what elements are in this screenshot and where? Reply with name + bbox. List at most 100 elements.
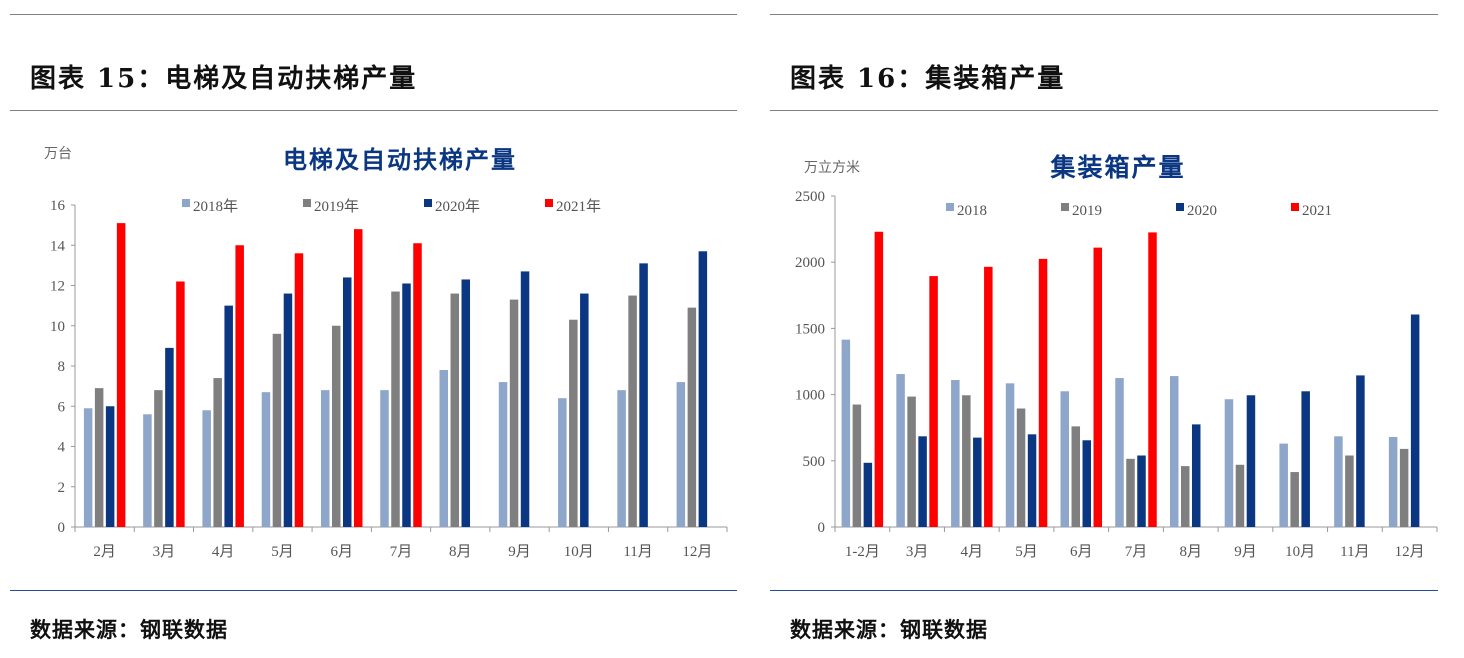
- bar-2018: [1169, 376, 1179, 527]
- bar-2018: [1279, 443, 1288, 527]
- y-tick-label: 12: [50, 279, 65, 295]
- bar-2018: [1224, 399, 1234, 527]
- legend-label: 2021年: [556, 198, 601, 215]
- legend-swatch: [1176, 203, 1184, 211]
- bar-2020年: [165, 347, 174, 527]
- bar-2020年: [224, 305, 233, 527]
- y-tick-label: 2000: [795, 255, 825, 271]
- legend-label: 2020年: [435, 198, 480, 215]
- bar-2018年: [380, 390, 389, 527]
- divider: [770, 14, 1438, 15]
- bar-2019: [852, 404, 862, 527]
- bar-2020: [1137, 455, 1146, 527]
- bar-2020年: [461, 279, 471, 527]
- bar-2018年: [320, 390, 330, 527]
- divider: [10, 110, 737, 111]
- bar-2018: [1115, 378, 1124, 527]
- y-tick-label: 14: [50, 238, 66, 254]
- divider: [770, 110, 1438, 111]
- y-tick-label: 8: [58, 359, 66, 375]
- bar-2019: [962, 395, 971, 527]
- legend-swatch: [946, 203, 954, 211]
- x-tick-label: 8月: [1179, 544, 1202, 560]
- x-tick-label: 9月: [508, 544, 531, 560]
- bar-2019年: [154, 390, 163, 527]
- y-tick-label: 4: [58, 440, 66, 456]
- bar-2021: [929, 276, 938, 527]
- bar-2020年: [580, 293, 589, 527]
- legend-label: 2021: [1302, 203, 1332, 219]
- legend-swatch: [424, 199, 432, 207]
- bar-2018: [1388, 436, 1398, 527]
- bar-2019年: [331, 325, 341, 527]
- x-tick-label: 12月: [682, 544, 712, 560]
- bar-2019年: [450, 293, 460, 527]
- bar-2019: [1399, 448, 1409, 527]
- x-tick-label: 10月: [1285, 544, 1315, 560]
- bar-2018: [1060, 391, 1070, 527]
- bar-2018: [1005, 383, 1015, 527]
- panel-container: 图表 16：集装箱产量 数据来源：钢联数据: [770, 0, 1438, 658]
- bar-2021: [1093, 247, 1103, 528]
- legend-label: 2019: [1072, 203, 1102, 219]
- bar-2021年: [116, 223, 126, 528]
- source-note: 数据来源：钢联数据: [30, 617, 228, 642]
- x-tick-label: 3月: [906, 544, 929, 560]
- chart-title: 集装箱产量: [1049, 153, 1185, 182]
- divider: [770, 590, 1438, 591]
- y-axis-unit: 万立方米: [804, 160, 860, 176]
- bar-2019: [907, 396, 916, 527]
- bar-2019: [1126, 458, 1135, 527]
- y-tick-label: 1500: [795, 321, 825, 337]
- x-tick-label: 4月: [212, 544, 235, 560]
- bar-2019: [1180, 466, 1190, 527]
- x-tick-label: 7月: [1125, 544, 1148, 560]
- bar-2018年: [143, 414, 152, 527]
- bar-2021年: [176, 281, 185, 527]
- bar-2018: [951, 380, 960, 527]
- x-tick-label: 9月: [1234, 544, 1257, 560]
- legend-label: 2018年: [193, 198, 238, 215]
- y-tick-label: 0: [58, 520, 66, 536]
- legend-swatch: [1061, 203, 1069, 211]
- bar-2019: [1016, 408, 1026, 527]
- bar-2020年: [342, 277, 352, 527]
- legend-swatch: [545, 199, 553, 207]
- bar-2019年: [569, 319, 578, 527]
- bar-2019: [1071, 426, 1081, 527]
- bar-2021年: [413, 243, 422, 528]
- bar-2020年: [283, 293, 293, 527]
- bar-2020年: [105, 406, 115, 527]
- bar-2020: [1301, 391, 1310, 527]
- x-tick-label: 5月: [271, 544, 294, 560]
- bar-2020: [863, 462, 873, 527]
- y-tick-label: 2500: [795, 189, 825, 205]
- bar-2018: [841, 339, 851, 527]
- bar-2018年: [83, 408, 93, 527]
- x-tick-label: 4月: [961, 544, 984, 560]
- bar-2020年: [698, 251, 708, 527]
- legend-label: 2018: [957, 203, 987, 219]
- y-tick-label: 500: [803, 454, 826, 470]
- x-tick-label: 5月: [1015, 544, 1038, 560]
- x-tick-label: 6月: [330, 544, 353, 560]
- bar-2019年: [94, 388, 104, 527]
- chart-title: 电梯及自动扶梯产量: [283, 146, 517, 174]
- bar-2019年: [509, 299, 519, 527]
- legend-label: 2020: [1187, 203, 1217, 219]
- bar-2021年: [353, 229, 363, 527]
- bar-2019年: [687, 307, 697, 527]
- legend-label: 2019年: [314, 198, 359, 215]
- x-tick-label: 8月: [449, 544, 472, 560]
- bar-2018年: [261, 392, 271, 527]
- panel-elevator: 图表 15：电梯及自动扶梯产量 数据来源：钢联数据: [10, 0, 737, 658]
- y-tick-label: 1000: [795, 388, 825, 404]
- x-tick-label: 1-2月: [845, 544, 880, 560]
- x-tick-label: 12月: [1395, 544, 1425, 560]
- legend-swatch: [182, 199, 190, 207]
- x-tick-label: 3月: [153, 544, 176, 560]
- bar-2020年: [520, 271, 530, 527]
- x-tick-label: 2月: [93, 544, 116, 560]
